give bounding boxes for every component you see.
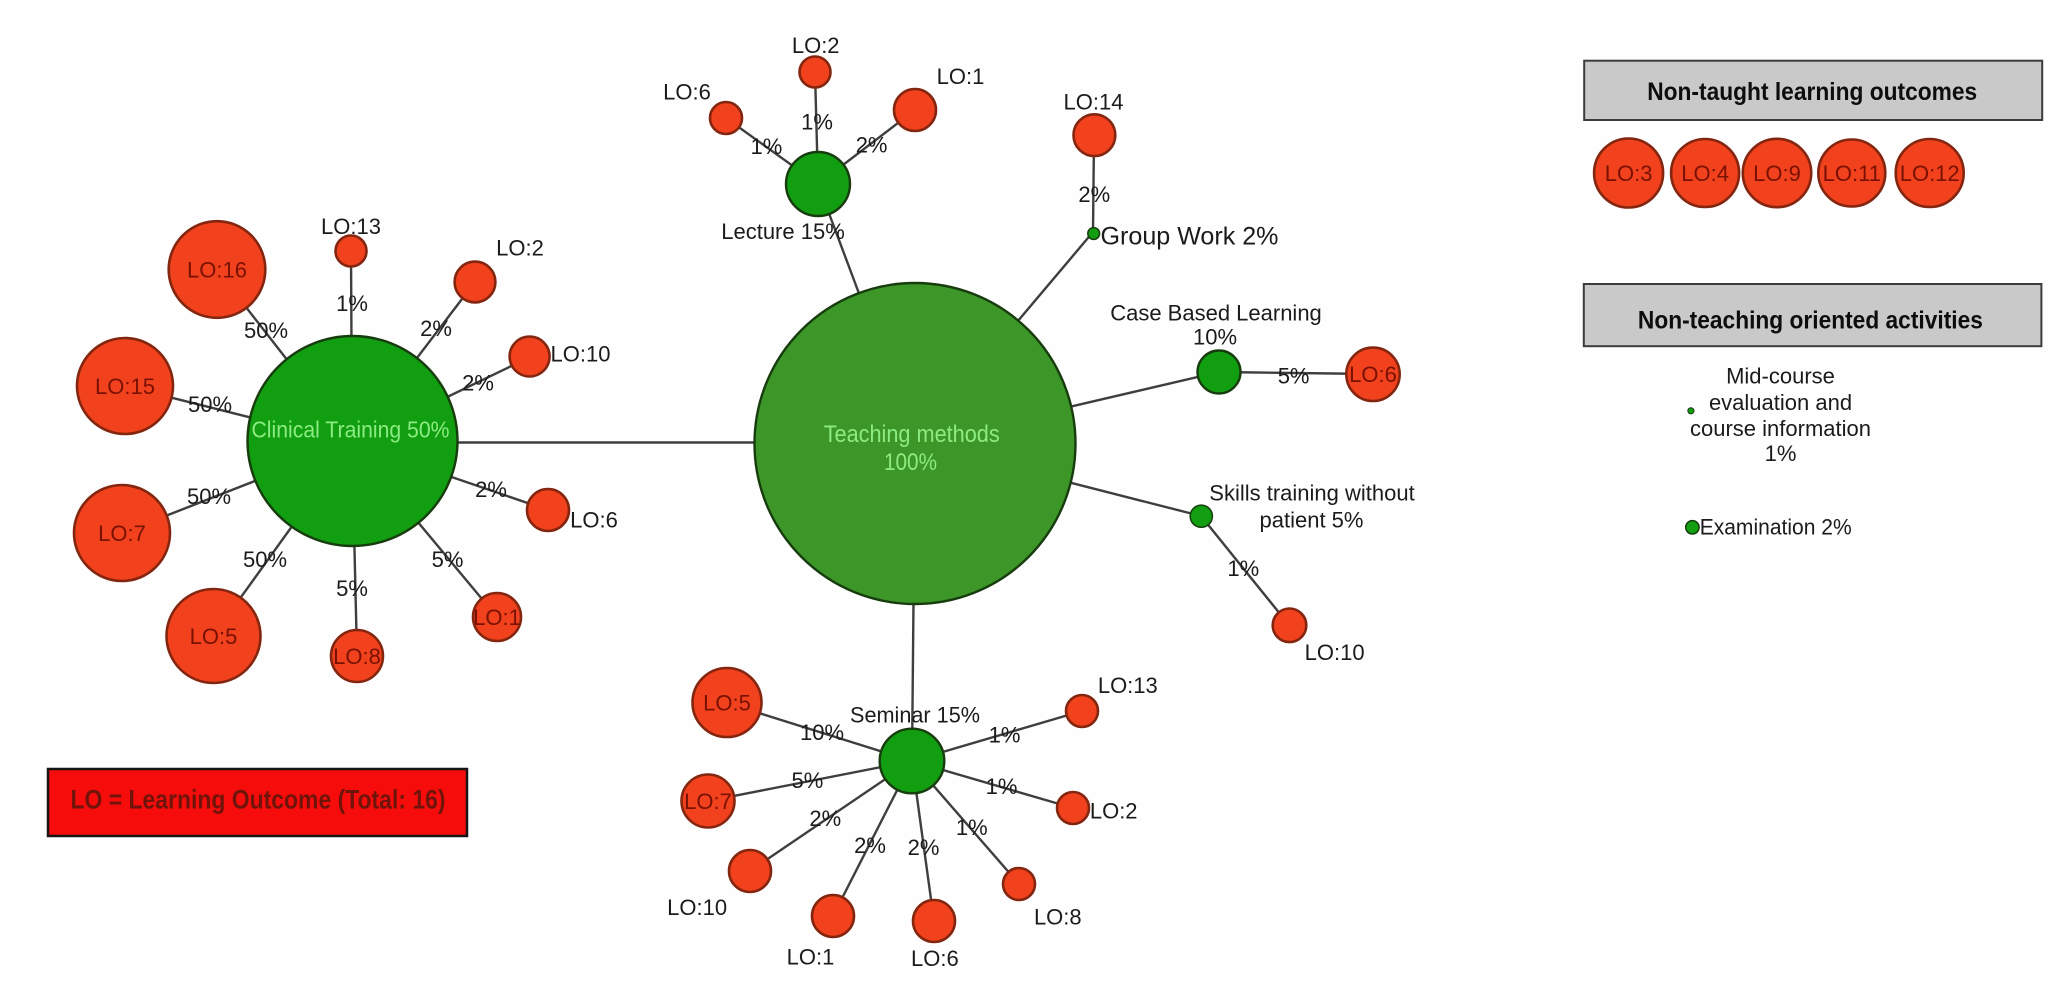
svg-text:Mid-course: Mid-course (1726, 364, 1835, 389)
svg-text:Lecture 15%: Lecture 15% (721, 219, 845, 244)
svg-text:LO:2: LO:2 (792, 33, 840, 58)
svg-text:Group Work 2%: Group Work 2% (1101, 223, 1279, 251)
svg-text:5%: 5% (432, 547, 464, 572)
svg-text:LO:3: LO:3 (1605, 161, 1653, 186)
svg-text:50%: 50% (188, 392, 232, 417)
svg-text:LO:7: LO:7 (98, 521, 146, 546)
svg-text:Teaching methods: Teaching methods (824, 421, 1000, 448)
svg-text:Clinical Training 50%: Clinical Training 50% (252, 416, 450, 442)
svg-text:1%: 1% (986, 774, 1018, 799)
svg-text:5%: 5% (792, 768, 824, 793)
svg-text:1%: 1% (1227, 556, 1259, 581)
svg-text:LO:6: LO:6 (911, 946, 959, 971)
svg-text:LO:16: LO:16 (187, 257, 247, 282)
svg-text:LO:1: LO:1 (787, 944, 835, 969)
svg-text:50%: 50% (243, 547, 287, 572)
svg-text:LO:10: LO:10 (667, 895, 727, 920)
svg-text:2%: 2% (462, 371, 494, 396)
svg-text:LO:15: LO:15 (95, 374, 155, 399)
svg-text:LO:8: LO:8 (1034, 904, 1082, 929)
svg-text:2%: 2% (854, 833, 886, 858)
svg-text:100%: 100% (884, 449, 937, 476)
svg-text:LO:9: LO:9 (1753, 161, 1801, 186)
svg-text:evaluation and: evaluation and (1709, 390, 1852, 415)
svg-text:LO:10: LO:10 (1305, 640, 1365, 665)
svg-text:LO:13: LO:13 (321, 214, 381, 239)
svg-text:LO:2: LO:2 (1090, 799, 1138, 824)
svg-text:1%: 1% (801, 110, 833, 135)
svg-text:Non-teaching oriented activiti: Non-teaching oriented activities (1638, 306, 1983, 334)
svg-text:50%: 50% (244, 318, 288, 343)
svg-text:Case Based Learning: Case Based Learning (1110, 300, 1322, 325)
svg-text:Non-taught learning outcomes: Non-taught learning outcomes (1647, 78, 1977, 106)
svg-text:LO:6: LO:6 (570, 508, 618, 533)
svg-text:LO:6: LO:6 (663, 80, 711, 105)
svg-text:LO:6: LO:6 (1349, 362, 1397, 387)
svg-text:LO:5: LO:5 (703, 690, 751, 715)
svg-text:LO:8: LO:8 (333, 644, 381, 669)
svg-text:2%: 2% (809, 806, 841, 831)
svg-text:10%: 10% (1193, 324, 1237, 349)
svg-text:LO:10: LO:10 (551, 342, 611, 367)
svg-text:LO:5: LO:5 (190, 624, 238, 649)
svg-text:Examination 2%: Examination 2% (1700, 515, 1852, 540)
svg-text:1%: 1% (751, 134, 783, 159)
svg-text:patient 5%: patient 5% (1260, 508, 1364, 533)
svg-text:course information: course information (1690, 416, 1871, 441)
svg-text:LO:13: LO:13 (1098, 673, 1158, 698)
svg-text:1%: 1% (336, 291, 368, 316)
svg-text:LO:12: LO:12 (1900, 161, 1960, 186)
svg-text:2%: 2% (475, 477, 507, 502)
svg-text:LO:4: LO:4 (1681, 161, 1729, 186)
svg-text:5%: 5% (336, 576, 368, 601)
svg-text:5%: 5% (1278, 363, 1310, 388)
svg-text:Skills training without: Skills training without (1209, 480, 1414, 505)
svg-text:LO:11: LO:11 (1823, 161, 1881, 186)
svg-text:1%: 1% (956, 815, 988, 840)
svg-text:LO:1: LO:1 (937, 64, 985, 89)
svg-text:50%: 50% (187, 484, 231, 509)
svg-text:LO = Learning Outcome (Total:: LO = Learning Outcome (Total: 16) (71, 784, 446, 814)
svg-text:LO:14: LO:14 (1064, 89, 1124, 114)
svg-text:1%: 1% (1765, 441, 1797, 466)
svg-text:10%: 10% (800, 720, 844, 745)
svg-text:2%: 2% (1078, 182, 1110, 207)
svg-text:LO:2: LO:2 (496, 236, 544, 261)
svg-text:2%: 2% (856, 132, 888, 157)
svg-text:1%: 1% (989, 723, 1021, 748)
svg-text:2%: 2% (420, 316, 452, 341)
svg-text:LO:1: LO:1 (473, 605, 521, 630)
svg-text:2%: 2% (908, 835, 940, 860)
svg-text:Seminar 15%: Seminar 15% (850, 703, 980, 728)
svg-text:LO:7: LO:7 (684, 789, 732, 814)
